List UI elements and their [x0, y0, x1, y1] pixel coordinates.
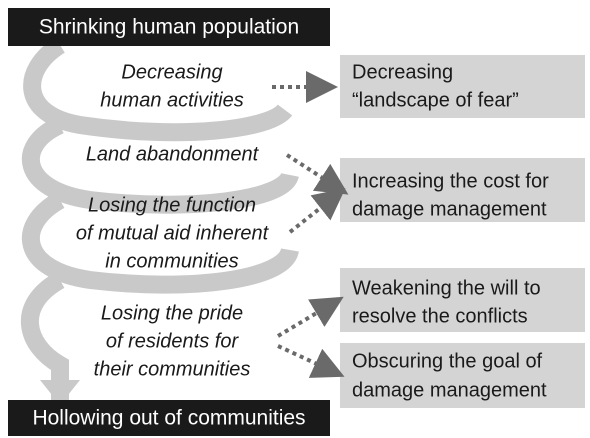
- effect-line: Weakening the will to: [352, 277, 541, 299]
- effect-line: damage management: [352, 198, 547, 220]
- header-box: [8, 8, 330, 46]
- cause-line: their communities: [94, 358, 251, 380]
- effect-line: “landscape of fear”: [352, 89, 519, 111]
- cause-line: Land abandonment: [86, 143, 260, 165]
- effect-line: Increasing the cost for: [352, 170, 549, 192]
- effect-line: Obscuring the goal of: [352, 350, 543, 372]
- effect-line: resolve the conflicts: [352, 305, 528, 327]
- cause-line: of mutual aid inherent: [76, 222, 270, 244]
- effect-line: damage management: [352, 379, 547, 401]
- spiral: [21, 37, 299, 405]
- cause-line: Losing the pride: [101, 302, 243, 324]
- arrow: [288, 188, 346, 234]
- footer: Hollowing out of communities: [32, 407, 305, 430]
- cause-line: Decreasing: [121, 61, 222, 83]
- effect-box: [340, 343, 585, 408]
- arrow: [285, 153, 349, 195]
- effect-box: [340, 55, 585, 118]
- footer-box: [8, 400, 330, 436]
- cause-line: of residents for: [106, 330, 240, 352]
- cause-line: in communities: [105, 250, 238, 272]
- arrow: [277, 344, 345, 378]
- cause-line: human activities: [100, 89, 243, 111]
- effect-box: [340, 158, 585, 222]
- cause-line: Losing the function: [88, 194, 256, 216]
- effect-line: Decreasing: [352, 61, 453, 83]
- arrow: [276, 296, 344, 338]
- header: Shrinking human population: [39, 16, 299, 39]
- effect-box: [340, 268, 585, 332]
